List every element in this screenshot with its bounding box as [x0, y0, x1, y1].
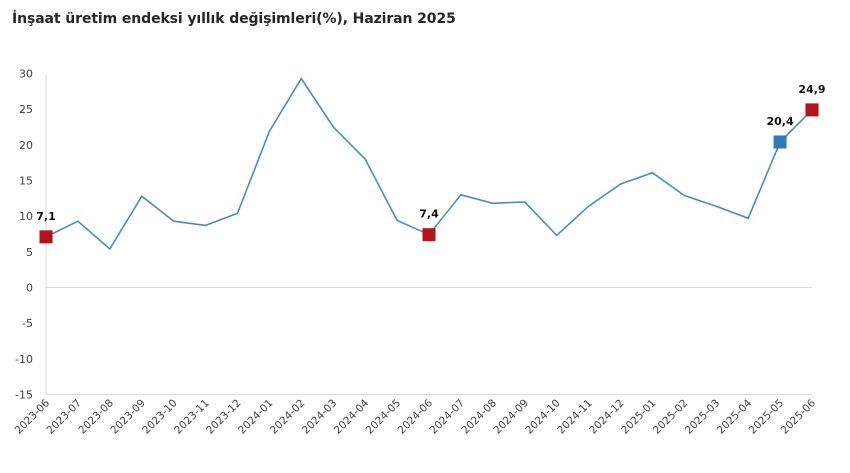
highlight-markers: 7,1 7,4 20,4 24,9: [36, 83, 826, 244]
series-line: [45, 77, 813, 251]
x-axis: 2023-062023-072023-082023-092023-102023-…: [13, 397, 819, 437]
highlight-marker: [422, 228, 436, 242]
data-series: [45, 77, 813, 251]
y-tick-label: 30: [19, 68, 33, 81]
highlight-marker: [39, 230, 53, 244]
y-tick-label: 15: [19, 175, 33, 188]
x-tick-label: 2025-06: [779, 397, 819, 437]
y-tick-label: -5: [22, 317, 33, 330]
data-label: 20,4: [767, 115, 794, 128]
highlight-marker: [805, 103, 819, 117]
highlight-marker: [773, 135, 787, 149]
y-tick-label: 10: [19, 210, 33, 223]
y-tick-label: 0: [26, 282, 33, 295]
y-tick-label: 20: [19, 139, 33, 152]
gridlines: [46, 287, 812, 395]
data-label: 7,1: [36, 210, 56, 223]
y-tick-label: -15: [15, 389, 33, 402]
data-label: 7,4: [419, 208, 439, 221]
y-tick-label: 25: [19, 103, 33, 116]
y-tick-label: -10: [15, 353, 33, 366]
chart-title: İnşaat üretim endeksi yıllık değişimleri…: [12, 11, 456, 27]
data-label: 24,9: [798, 83, 825, 96]
y-tick-label: 5: [26, 246, 33, 259]
